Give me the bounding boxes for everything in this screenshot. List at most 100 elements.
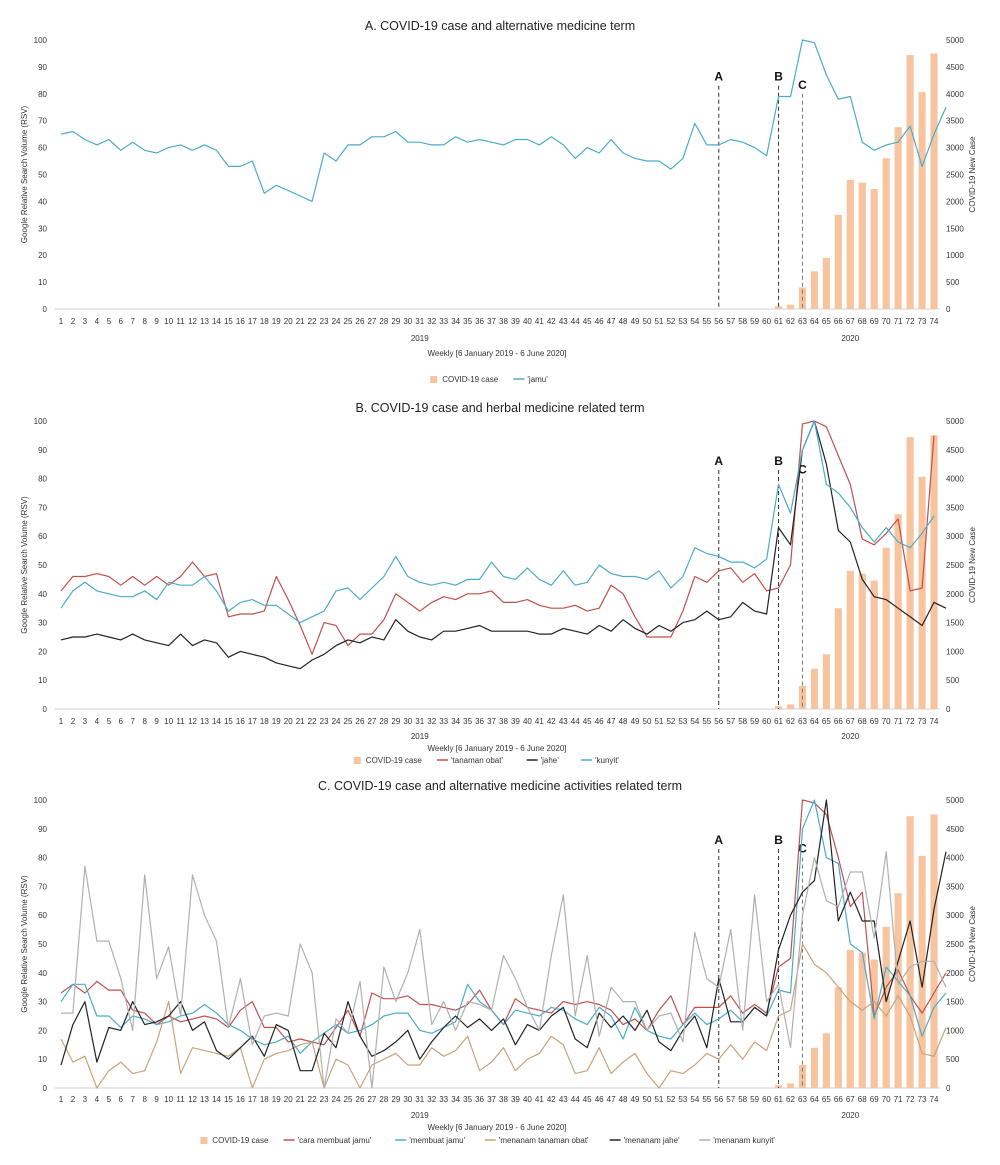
legend-label: 'membuat jamu' [409,1136,465,1145]
x-tick-label: 52 [666,1095,675,1104]
x-tick-label: 65 [822,717,831,726]
x-tick-label: 24 [332,717,341,726]
x-tick-label: 27 [367,317,376,326]
legend-label: COVID-19 case [442,375,499,384]
x-tick-label: 74 [930,717,939,726]
x-tick-label: 73 [918,717,927,726]
x-tick-label: 15 [224,317,233,326]
x-tick-label: 43 [559,717,568,726]
x-tick-label: 72 [906,1095,915,1104]
year-label: 2019 [411,1111,429,1120]
covid-case-bar [870,959,878,1088]
x-tick-label: 63 [798,717,807,726]
x-tick-label: 53 [678,717,687,726]
x-tick-label: 9 [154,717,159,726]
covid-case-bar [822,257,830,309]
x-tick-label: 32 [427,317,436,326]
y2-tick-label: 4500 [946,63,964,72]
x-tick-label: 4 [95,717,100,726]
x-tick-label: 53 [678,317,687,326]
x-tick-label: 29 [391,1095,400,1104]
x-tick-label: 45 [583,317,592,326]
x-tick-label: 30 [403,1095,412,1104]
x-tick-label: 56 [714,317,723,326]
x-tick-label: 57 [726,317,735,326]
x-tick-label: 15 [224,717,233,726]
x-tick-label: 6 [119,1095,124,1104]
legend-item: 'tanaman obat' [437,756,503,765]
y2-tick-label: 1000 [946,251,964,260]
x-tick-label: 58 [738,1095,747,1104]
covid-case-bar [906,55,914,310]
x-tick-label: 50 [643,717,652,726]
legend-item: 'cara membuat jamu' [283,1136,372,1145]
y2-tick-label: 2000 [946,969,964,978]
covid-case-bar [930,435,938,709]
y-tick-label: 0 [43,1084,48,1093]
x-tick-label: 13 [200,1095,209,1104]
y-tick-label: 30 [38,619,47,628]
y2-tick-label: 1000 [946,647,964,656]
x-tick-label: 7 [131,317,136,326]
covid-case-bar [822,654,830,709]
legend-label: 'cara membuat jamu' [298,1136,372,1145]
x-tick-label: 3 [83,1095,88,1104]
x-tick-label: 60 [762,717,771,726]
y-tick-label: 40 [38,197,47,206]
x-tick-label: 45 [583,717,592,726]
chart-panel-3: C. COVID-19 case and alternative medicin… [20,779,977,1145]
x-tick-label: 52 [666,317,675,326]
x-tick-label: 70 [882,1095,891,1104]
x-tick-label: 69 [870,717,879,726]
covid-case-bar [786,1083,795,1088]
x-tick-label: 57 [726,1095,735,1104]
covid-case-bar [882,926,890,1088]
y2-tick-label: 1500 [946,224,964,233]
series-line-2 [60,799,947,1055]
y-tick-label: 60 [38,911,47,920]
legend-item: COVID-19 case [353,756,422,765]
x-tick-label: 38 [499,717,508,726]
legend-item: 'kunyit' [581,756,619,765]
y2-tick-label: 0 [946,305,951,314]
y-tick-label: 100 [34,417,48,426]
x-tick-label: 5 [107,317,112,326]
x-tick-label: 20 [284,317,293,326]
x-tick-label: 28 [379,1095,388,1104]
x-tick-label: 9 [154,1095,159,1104]
legend-swatch [353,757,361,764]
legend-item: 'jahe' [526,756,559,765]
x-tick-label: 36 [475,317,484,326]
y2-tick-label: 3500 [946,117,964,126]
x-tick-label: 42 [547,317,556,326]
y2-tick-label: 4500 [946,446,964,455]
x-tick-label: 25 [344,317,353,326]
y-tick-label: 0 [43,705,48,714]
x-tick-label: 47 [607,317,616,326]
legend-label: 'kunyit' [595,756,619,765]
y-tick-label: 50 [38,561,47,570]
x-tick-label: 67 [846,1095,855,1104]
x-tick-label: 67 [846,717,855,726]
x-axis-label: Weekly [6 January 2019 - 6 June 2020] [427,744,566,753]
y2-tick-label: 2500 [946,171,964,180]
x-tick-label: 29 [391,317,400,326]
y-tick-label: 80 [38,475,47,484]
y2-tick-label: 1500 [946,619,964,628]
legend-item: 'menanam kunyit' [699,1136,775,1145]
x-tick-label: 62 [786,317,795,326]
x-tick-label: 65 [822,317,831,326]
y2-tick-label: 5000 [946,796,964,805]
y-tick-label: 10 [38,676,47,685]
x-tick-label: 68 [858,1095,867,1104]
y-tick-label: 90 [38,825,47,834]
x-tick-label: 44 [571,717,580,726]
x-tick-label: 18 [260,1095,269,1104]
x-tick-label: 27 [367,1095,376,1104]
x-tick-label: 33 [439,717,448,726]
x-tick-label: 6 [119,717,124,726]
legend-label: 'jamu' [527,375,548,384]
x-tick-label: 24 [332,317,341,326]
x-tick-label: 56 [714,717,723,726]
x-tick-label: 60 [762,1095,771,1104]
